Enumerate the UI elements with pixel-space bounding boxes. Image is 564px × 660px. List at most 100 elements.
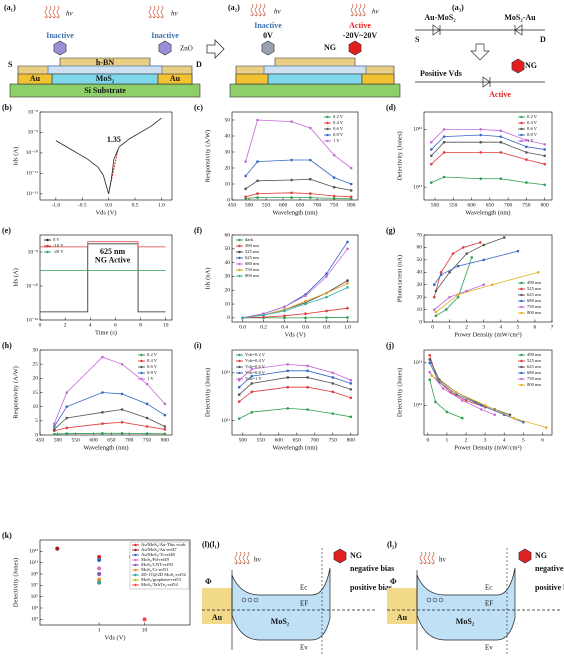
legend-label: 750 nm bbox=[527, 376, 541, 381]
data-point bbox=[145, 402, 149, 406]
x-tick-label: 600 bbox=[279, 202, 288, 208]
light-ray bbox=[358, 3, 362, 17]
legend-label: 0.8 V bbox=[527, 132, 538, 137]
data-point bbox=[256, 118, 259, 122]
x-tick-label: 650 bbox=[296, 202, 305, 208]
y-tick-label: 50 bbox=[417, 257, 423, 263]
mos2-band bbox=[231, 567, 331, 641]
x-tick-label: 6 bbox=[114, 322, 117, 328]
panel-label: (h) bbox=[2, 341, 12, 350]
data-point bbox=[309, 177, 312, 181]
data-point bbox=[325, 316, 328, 319]
legend-marker bbox=[238, 377, 241, 381]
data-point bbox=[349, 195, 353, 199]
data-point bbox=[349, 378, 353, 382]
data-point bbox=[479, 151, 482, 154]
x-tick-label: 550 bbox=[257, 437, 266, 443]
plot-frame bbox=[423, 234, 553, 323]
legend-label: 625 nm bbox=[527, 292, 541, 297]
data-point bbox=[465, 252, 468, 255]
legend-marker bbox=[238, 274, 241, 278]
y-tick-label: 10¹² bbox=[413, 127, 422, 133]
state-label: Active bbox=[349, 21, 371, 30]
x-tick-label: 6 bbox=[534, 324, 537, 330]
data-point bbox=[290, 178, 293, 182]
legend-marker bbox=[238, 365, 241, 369]
data-point bbox=[65, 426, 69, 430]
y-tick-label: 10 bbox=[225, 181, 231, 187]
light-ray bbox=[152, 5, 156, 19]
x-tick-label: 800 bbox=[161, 437, 170, 443]
data-point bbox=[306, 408, 309, 411]
plot-frame bbox=[423, 349, 553, 436]
data-point bbox=[445, 410, 449, 414]
y-tick-label: 60 bbox=[225, 232, 231, 238]
data-point bbox=[455, 393, 458, 396]
data-point bbox=[537, 270, 540, 274]
data-point bbox=[543, 154, 546, 158]
series-line bbox=[245, 192, 352, 198]
data-point bbox=[456, 295, 460, 299]
data-point bbox=[512, 416, 516, 420]
band-label: EF bbox=[485, 600, 493, 608]
band-label: Ec bbox=[485, 584, 492, 592]
data-point bbox=[97, 577, 102, 582]
electron bbox=[241, 597, 247, 603]
legend-label: Au/MoS₂/Au-This work bbox=[141, 542, 186, 547]
data-point bbox=[97, 555, 102, 559]
data-point bbox=[349, 197, 353, 201]
y-axis-title: Ids (nA) bbox=[204, 268, 211, 290]
data-point bbox=[145, 425, 149, 428]
data-point bbox=[283, 305, 286, 309]
data-point bbox=[250, 367, 254, 371]
x-tick-label: 6 bbox=[541, 437, 544, 443]
data-point bbox=[508, 413, 512, 417]
legend-marker bbox=[520, 299, 523, 303]
data-point bbox=[456, 293, 460, 296]
data-point bbox=[304, 302, 307, 306]
x-tick-label: 0 bbox=[431, 324, 434, 330]
legend-marker bbox=[520, 371, 523, 375]
x-tick-label: 800 bbox=[347, 437, 356, 443]
y-tick-label: 10¹³ bbox=[29, 549, 38, 555]
panel-label: (a₁) bbox=[4, 3, 16, 12]
legend-marker bbox=[140, 365, 143, 369]
data-point bbox=[543, 143, 546, 146]
band-label: Au bbox=[212, 613, 223, 622]
legend-label: 800 nm bbox=[527, 382, 541, 387]
data-point bbox=[101, 432, 104, 435]
y-axis-title: Detectivity (Jones) bbox=[396, 131, 403, 180]
electron bbox=[426, 597, 432, 603]
x-tick-label: 500 bbox=[431, 202, 440, 208]
data-point bbox=[525, 151, 528, 154]
x-tick-label: 650 bbox=[293, 437, 302, 443]
x-axis-title: Wavelength (nm) bbox=[272, 209, 317, 216]
substrate bbox=[229, 83, 401, 98]
light-ray bbox=[427, 551, 431, 565]
data-point bbox=[460, 399, 464, 402]
band-label: Φ bbox=[205, 577, 212, 586]
series-line bbox=[54, 432, 165, 435]
x-tick-label: 0.8 bbox=[323, 324, 330, 330]
data-point bbox=[52, 428, 56, 431]
series-line bbox=[429, 362, 524, 423]
legend-label: 680 nm bbox=[527, 298, 541, 303]
annotation: NG Active bbox=[95, 255, 131, 264]
light-ray bbox=[419, 551, 423, 565]
x-tick-label: 0.6 bbox=[302, 324, 309, 330]
y-tick-label: 10¹¹ bbox=[413, 184, 422, 190]
panel-label: (g) bbox=[386, 226, 396, 235]
x-tick-label: 500 bbox=[239, 437, 248, 443]
data-point bbox=[331, 412, 335, 415]
x-tick-label: 10 bbox=[163, 322, 169, 328]
series-line bbox=[40, 243, 166, 313]
light-ray bbox=[246, 551, 250, 565]
legend-marker bbox=[134, 543, 137, 547]
legend-label: 525 nm bbox=[245, 249, 259, 254]
state-label: Inactive bbox=[254, 21, 282, 30]
data-point bbox=[262, 315, 265, 319]
data-point bbox=[430, 374, 433, 377]
series-line bbox=[239, 408, 351, 419]
ng-label: NG bbox=[324, 43, 336, 52]
series-line bbox=[40, 241, 166, 248]
